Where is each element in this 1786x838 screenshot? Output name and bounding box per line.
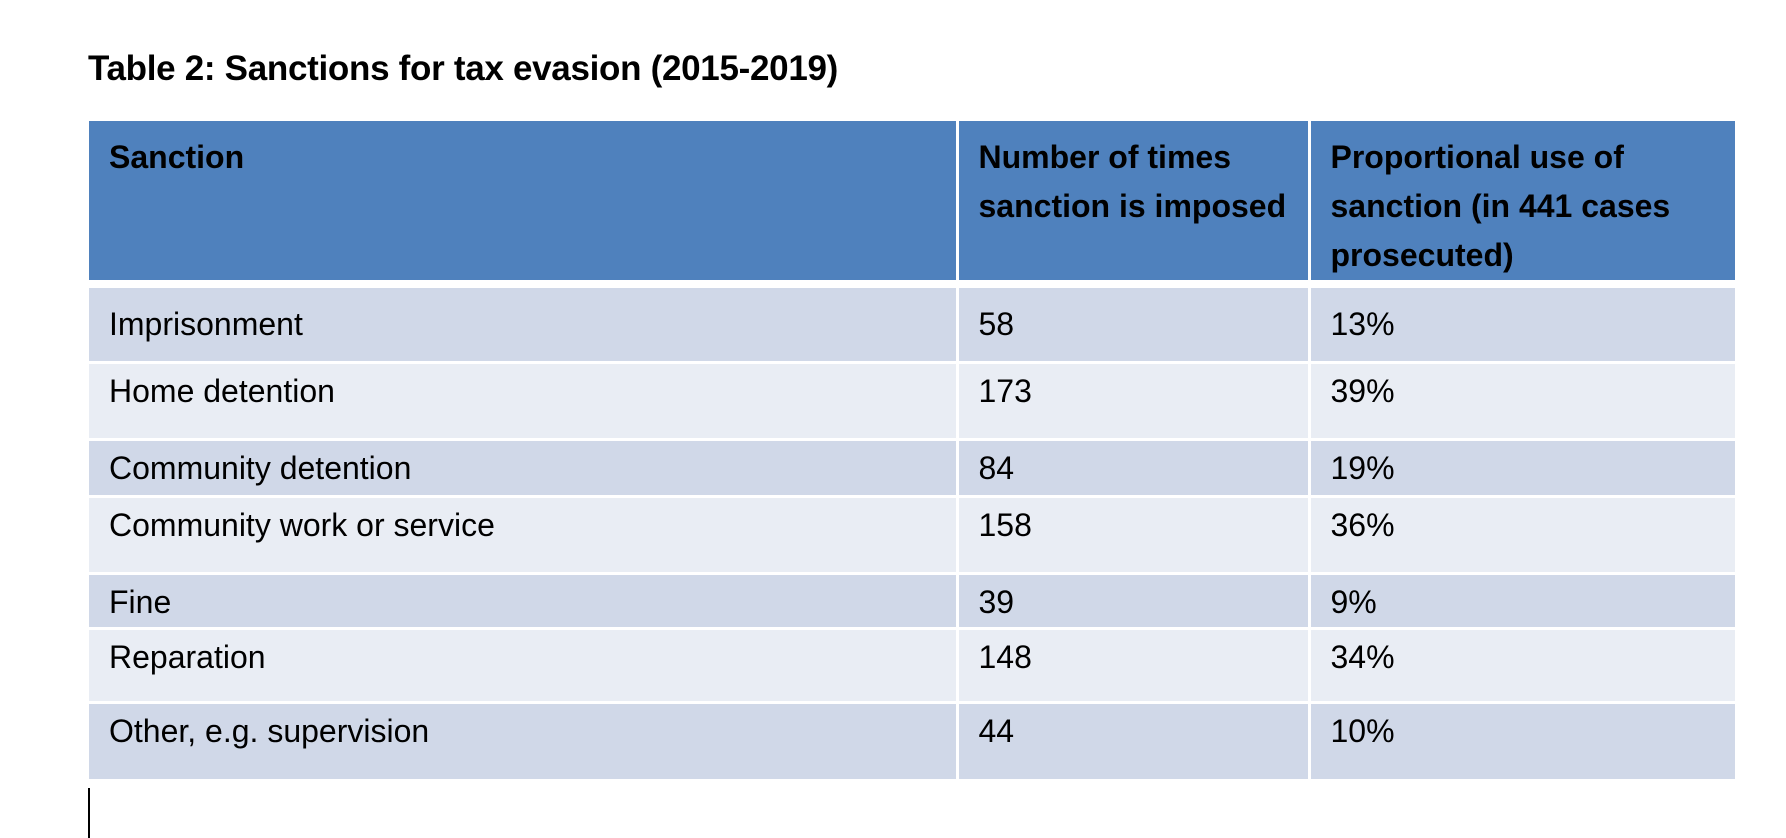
cell-sanction: Fine — [89, 573, 957, 628]
cell-proportion: 10% — [1309, 702, 1735, 780]
column-header-proportional-use: Proportional use of sanction (in 441 cas… — [1309, 121, 1735, 284]
column-header-sanction: Sanction — [89, 121, 957, 284]
cell-count: 84 — [957, 439, 1309, 496]
text-cursor — [88, 788, 90, 838]
cell-proportion: 13% — [1309, 284, 1735, 362]
cell-proportion: 9% — [1309, 573, 1735, 628]
cell-proportion: 36% — [1309, 496, 1735, 573]
cell-count: 58 — [957, 284, 1309, 362]
table-row: Reparation 148 34% — [89, 628, 1735, 702]
cell-count: 158 — [957, 496, 1309, 573]
table-row: Community detention 84 19% — [89, 439, 1735, 496]
cell-count: 39 — [957, 573, 1309, 628]
cell-proportion: 34% — [1309, 628, 1735, 702]
cell-sanction: Imprisonment — [89, 284, 957, 362]
cell-sanction: Reparation — [89, 628, 957, 702]
cell-count: 173 — [957, 362, 1309, 439]
table-row: Community work or service 158 36% — [89, 496, 1735, 573]
sanctions-table-container: Sanction Number of times sanction is imp… — [89, 121, 1735, 782]
cell-sanction: Home detention — [89, 362, 957, 439]
table-row: Other, e.g. supervision 44 10% — [89, 702, 1735, 780]
cell-proportion: 39% — [1309, 362, 1735, 439]
cell-proportion: 19% — [1309, 439, 1735, 496]
sanctions-table: Sanction Number of times sanction is imp… — [89, 121, 1735, 782]
cell-sanction: Community work or service — [89, 496, 957, 573]
table-row: Fine 39 9% — [89, 573, 1735, 628]
column-header-number-of-times: Number of times sanction is imposed — [957, 121, 1309, 284]
cell-sanction: Community detention — [89, 439, 957, 496]
cell-count: 148 — [957, 628, 1309, 702]
table-row: Imprisonment 58 13% — [89, 284, 1735, 362]
cell-sanction: Other, e.g. supervision — [89, 702, 957, 780]
table-row: Home detention 173 39% — [89, 362, 1735, 439]
table-caption: Table 2: Sanctions for tax evasion (2015… — [88, 48, 838, 90]
cell-count: 44 — [957, 702, 1309, 780]
table-header-row: Sanction Number of times sanction is imp… — [89, 121, 1735, 284]
